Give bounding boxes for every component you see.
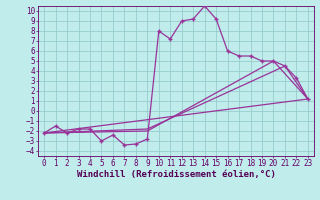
X-axis label: Windchill (Refroidissement éolien,°C): Windchill (Refroidissement éolien,°C) xyxy=(76,170,276,179)
